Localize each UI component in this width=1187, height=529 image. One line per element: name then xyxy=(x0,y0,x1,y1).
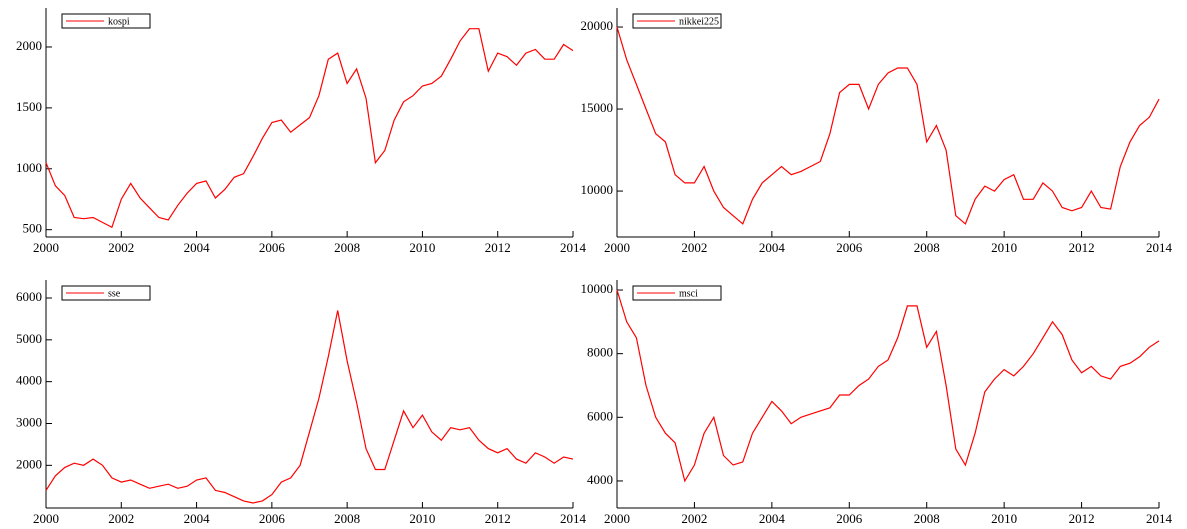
legend-label: sse xyxy=(108,288,121,299)
y-tick-label: 15000 xyxy=(581,100,614,115)
x-tick-label: 2006 xyxy=(259,511,286,526)
x-tick-label: 2006 xyxy=(836,511,863,526)
legend-box xyxy=(632,13,722,29)
x-tick-label: 2004 xyxy=(759,511,786,526)
y-tick-label: 6000 xyxy=(16,289,42,304)
x-tick-label: 2008 xyxy=(334,511,360,526)
y-tick-label: 3000 xyxy=(16,414,42,429)
x-tick-label: 2000 xyxy=(33,240,59,255)
x-tick-label: 2012 xyxy=(1069,511,1095,526)
x-tick-label: 2000 xyxy=(33,511,59,526)
y-tick-label: 8000 xyxy=(587,345,613,360)
x-tick-label: 2012 xyxy=(1069,240,1095,255)
x-tick-label: 2004 xyxy=(759,240,786,255)
y-tick-label: 1500 xyxy=(16,99,42,114)
legend-box xyxy=(61,13,151,29)
legend-label: kospi xyxy=(108,16,130,27)
series-line xyxy=(45,310,574,504)
legend-box xyxy=(61,285,151,301)
x-tick-label: 2014 xyxy=(560,240,587,255)
x-tick-label: 2004 xyxy=(184,240,211,255)
x-tick-label: 2002 xyxy=(681,240,707,255)
x-tick-label: 2008 xyxy=(334,240,360,255)
x-tick-label: 2000 xyxy=(604,511,630,526)
y-tick-label: 1000 xyxy=(16,160,42,175)
y-tick-label: 10000 xyxy=(581,182,614,197)
x-tick-label: 2012 xyxy=(485,511,511,526)
x-tick-label: 2006 xyxy=(836,240,863,255)
x-tick-label: 2012 xyxy=(485,240,511,255)
x-tick-label: 2002 xyxy=(108,240,134,255)
series-line xyxy=(616,26,1160,225)
x-tick-label: 2006 xyxy=(259,240,286,255)
x-tick-label: 2010 xyxy=(991,240,1017,255)
y-tick-label: 2000 xyxy=(16,38,42,53)
y-tick-label: 4000 xyxy=(587,472,613,487)
x-tick-label: 2008 xyxy=(914,511,940,526)
y-tick-label: 10000 xyxy=(581,281,614,296)
x-tick-label: 2008 xyxy=(914,240,940,255)
y-tick-label: 500 xyxy=(23,221,43,236)
x-tick-label: 2014 xyxy=(1146,511,1173,526)
y-tick-label: 2000 xyxy=(16,456,42,471)
x-tick-label: 2002 xyxy=(108,511,134,526)
series-line xyxy=(45,28,574,229)
x-tick-label: 2010 xyxy=(991,511,1017,526)
legend-box xyxy=(632,285,722,301)
legend-label: msci xyxy=(679,288,698,299)
x-tick-label: 2010 xyxy=(409,511,435,526)
y-tick-label: 6000 xyxy=(587,408,613,423)
x-tick-label: 2010 xyxy=(409,240,435,255)
x-tick-label: 2002 xyxy=(681,511,707,526)
y-tick-label: 20000 xyxy=(581,18,614,33)
x-tick-label: 2004 xyxy=(184,511,211,526)
legend-label: nikkei225 xyxy=(679,16,719,27)
x-tick-label: 2014 xyxy=(560,511,587,526)
x-tick-label: 2000 xyxy=(604,240,630,255)
y-tick-label: 4000 xyxy=(16,373,42,388)
y-tick-label: 5000 xyxy=(16,331,42,346)
series-line xyxy=(616,289,1160,483)
x-tick-label: 2014 xyxy=(1146,240,1173,255)
